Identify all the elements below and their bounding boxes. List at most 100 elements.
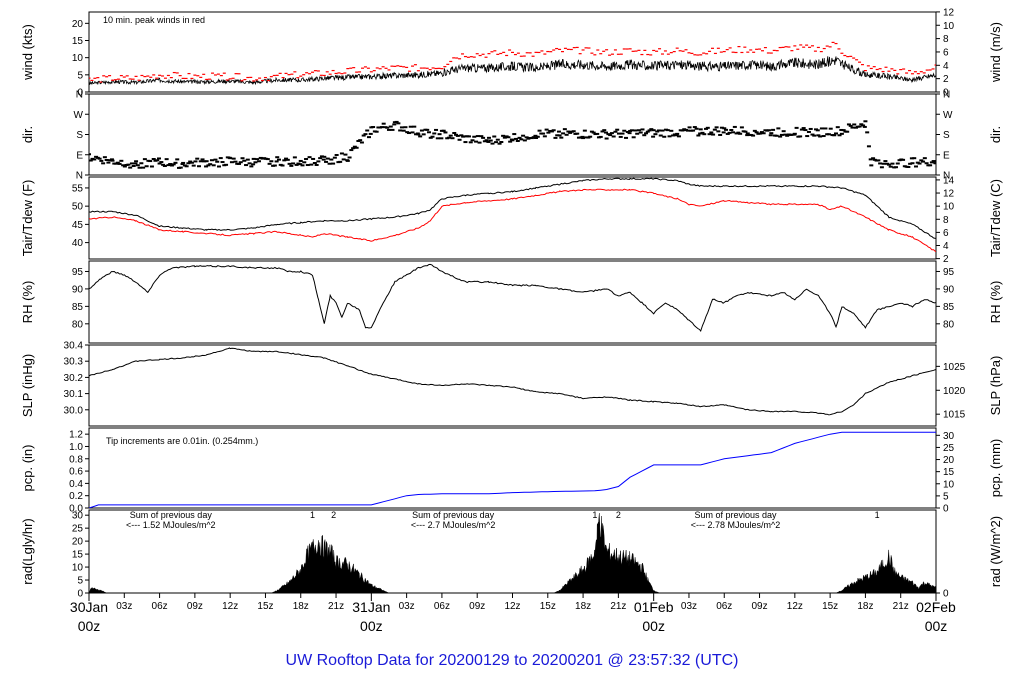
peak-wind-mark (393, 65, 397, 67)
direction-mark (816, 134, 821, 137)
peak-wind-mark (681, 50, 685, 52)
y-tick-label: 10 (72, 53, 84, 64)
direction-mark (256, 160, 261, 163)
peak-wind-mark (560, 51, 564, 53)
direction-mark (667, 135, 672, 138)
direction-mark (917, 162, 922, 165)
direction-mark (110, 159, 115, 162)
peak-wind-mark (619, 53, 623, 55)
direction-mark (354, 146, 359, 149)
peak-wind-mark (355, 71, 359, 73)
peak-wind-mark (222, 72, 226, 74)
direction-mark (568, 131, 573, 134)
peak-wind-mark (572, 47, 576, 49)
direction-mark (141, 166, 146, 169)
direction-mark (135, 164, 140, 167)
y-tick-label-right: 4 (943, 241, 949, 252)
peak-wind-mark (469, 56, 473, 58)
direction-mark (164, 158, 169, 161)
direction-mark (692, 126, 697, 129)
peak-wind-mark (616, 53, 620, 55)
direction-mark (468, 141, 473, 144)
direction-mark (434, 128, 439, 131)
peak-wind-mark (878, 68, 882, 70)
direction-mark (416, 133, 421, 136)
direction-mark (486, 136, 491, 139)
radiation-marker: 1 (592, 510, 597, 520)
peak-wind-mark (122, 76, 126, 78)
direction-mark (549, 130, 554, 133)
peak-wind-mark (246, 76, 250, 79)
direction-mark (410, 131, 415, 134)
direction-mark (343, 153, 348, 156)
peak-wind-mark (290, 73, 294, 75)
y-tick-label: 85 (72, 302, 84, 313)
peak-wind-mark (96, 77, 100, 79)
peak-wind-mark (525, 52, 529, 54)
peak-wind-mark (425, 67, 429, 69)
series-line-Tdew (89, 188, 936, 252)
peak-wind-mark (496, 53, 500, 55)
direction-mark (229, 161, 234, 164)
peak-wind-mark (816, 46, 820, 49)
direction-mark (883, 160, 888, 163)
direction-mark (676, 135, 681, 138)
direction-mark (575, 132, 580, 135)
direction-mark (474, 140, 479, 143)
direction-mark (206, 164, 211, 167)
y-tick-label: 80 (72, 319, 84, 330)
x-tick-label: 21z (328, 601, 344, 612)
series-line-SLP (89, 347, 936, 416)
direction-mark (156, 157, 161, 160)
peak-wind-mark (431, 67, 435, 69)
peak-wind-mark (302, 74, 306, 76)
peak-wind-mark (478, 54, 482, 57)
direction-mark (99, 159, 104, 162)
direction-mark (546, 131, 551, 134)
direction-mark (803, 129, 808, 132)
direction-mark (347, 156, 352, 159)
direction-mark (285, 158, 290, 161)
y-tick-label-right: 4 (943, 61, 949, 72)
peak-wind-mark (155, 77, 159, 79)
direction-mark (537, 129, 542, 132)
y-tick-label: 30.4 (64, 341, 84, 352)
peak-wind-mark (552, 49, 556, 51)
panel-frame (88, 176, 937, 260)
direction-mark (298, 163, 303, 166)
peak-wind-mark (322, 74, 326, 77)
peak-wind-mark (455, 57, 459, 59)
direction-mark (220, 161, 225, 164)
direction-mark (204, 160, 209, 163)
y-tick-label-right: 20 (943, 455, 955, 466)
direction-mark (253, 161, 258, 164)
direction-mark (161, 163, 166, 166)
direction-mark (329, 158, 334, 161)
direction-mark (166, 164, 171, 167)
y-tick-label: E (76, 150, 83, 161)
peak-wind-mark (428, 69, 432, 71)
direction-mark (694, 127, 699, 130)
peak-wind-mark (296, 77, 300, 79)
peak-wind-mark (819, 51, 823, 53)
peak-wind-mark (710, 47, 714, 49)
peak-wind-mark (102, 75, 106, 77)
x-tick-label: 15z (822, 601, 838, 612)
direction-mark (390, 128, 395, 131)
direction-mark (798, 135, 803, 138)
peak-wind-mark (593, 54, 597, 56)
series-line-wind-speed (89, 56, 936, 86)
peak-wind-mark (196, 75, 200, 77)
peak-wind-mark (863, 69, 867, 72)
peak-wind-mark (528, 52, 532, 54)
direction-mark (341, 158, 346, 161)
direction-mark (97, 157, 102, 160)
direction-mark (698, 132, 703, 135)
direction-mark (613, 130, 618, 133)
direction-mark (242, 159, 247, 162)
peak-wind-mark (278, 72, 282, 74)
peak-wind-mark (408, 70, 412, 72)
peak-wind-mark (599, 53, 603, 55)
direction-mark (327, 162, 332, 165)
